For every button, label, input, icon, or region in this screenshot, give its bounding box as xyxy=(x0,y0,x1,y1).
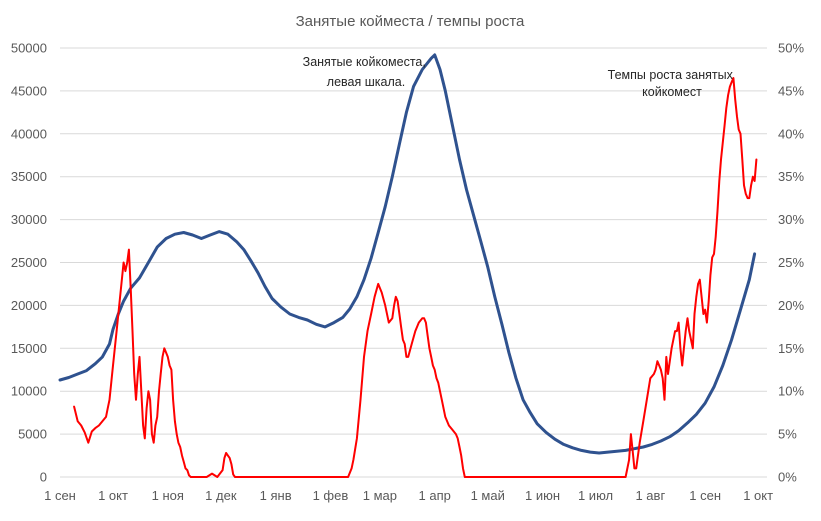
series-line-occupied xyxy=(58,53,757,455)
annotation-growth: Темпы роста занятых койкомест xyxy=(608,68,737,99)
left-tick-label: 10000 xyxy=(11,384,47,399)
x-tick-label: 1 окт xyxy=(98,488,128,503)
x-tick-label: 1 сен xyxy=(44,488,76,503)
x-tick-label: 1 дек xyxy=(205,488,237,503)
annotation-growth-line-1: Темпы роста занятых xyxy=(608,68,734,82)
right-tick-label: 15% xyxy=(778,341,804,356)
right-tick-label: 10% xyxy=(778,384,804,399)
x-axis: 1 сен 1 окт 1 ноя 1 дек 1 янв 1 фев 1 мар 1 апр… xyxy=(44,488,773,503)
x-tick-label: 1 апр xyxy=(419,488,451,503)
x-tick-label: 1 сен xyxy=(689,488,721,503)
x-tick-label: 1 мар xyxy=(363,488,397,503)
right-tick-label: 30% xyxy=(778,212,804,227)
left-axis: 0 5000 10000 15000 20000 25000 30000 35000 40000… xyxy=(11,41,47,485)
x-tick-label: 1 авг xyxy=(635,488,665,503)
left-tick-label: 30000 xyxy=(11,212,47,227)
left-tick-label: 40000 xyxy=(11,126,47,141)
x-tick-label: 1 окт xyxy=(743,488,773,503)
x-tick-label: 1 июн xyxy=(525,488,560,503)
right-axis: 0% 5% 10% 15% 20% 25% 30% 35% 40% 45% 50% xyxy=(778,41,804,485)
left-tick-label: 35000 xyxy=(11,169,47,184)
series-layer xyxy=(58,53,758,478)
left-tick-label: 25000 xyxy=(11,255,47,270)
annotation-occupied-line-2: левая шкала. xyxy=(327,75,405,89)
left-tick-label: 20000 xyxy=(11,298,47,313)
x-tick-label: 1 фев xyxy=(313,488,349,503)
left-tick-label: 0 xyxy=(40,470,47,485)
x-tick-label: 1 ноя xyxy=(152,488,184,503)
annotation-occupied-line-1: Занятые койкоместа, xyxy=(303,55,426,69)
right-tick-label: 50% xyxy=(778,41,804,56)
x-tick-label: 1 янв xyxy=(260,488,292,503)
series-line-growth xyxy=(73,77,758,478)
left-tick-label: 5000 xyxy=(18,427,47,442)
right-tick-label: 5% xyxy=(778,427,797,442)
annotation-growth-line-2: койкомест xyxy=(642,85,702,99)
left-tick-label: 50000 xyxy=(11,41,47,56)
chart-title: Занятые койместа / темпы роста xyxy=(296,13,525,30)
right-tick-label: 0% xyxy=(778,470,797,485)
left-tick-label: 45000 xyxy=(11,83,47,98)
right-tick-label: 40% xyxy=(778,126,804,141)
right-tick-label: 45% xyxy=(778,83,804,98)
x-tick-label: 1 июл xyxy=(578,488,613,503)
right-tick-label: 20% xyxy=(778,298,804,313)
right-tick-label: 25% xyxy=(778,255,804,270)
left-tick-label: 15000 xyxy=(11,341,47,356)
annotation-occupied: Занятые койкоместа, левая шкала. xyxy=(303,55,430,89)
right-tick-label: 35% xyxy=(778,169,804,184)
gridlines xyxy=(60,47,767,478)
x-tick-label: 1 май xyxy=(471,488,505,503)
